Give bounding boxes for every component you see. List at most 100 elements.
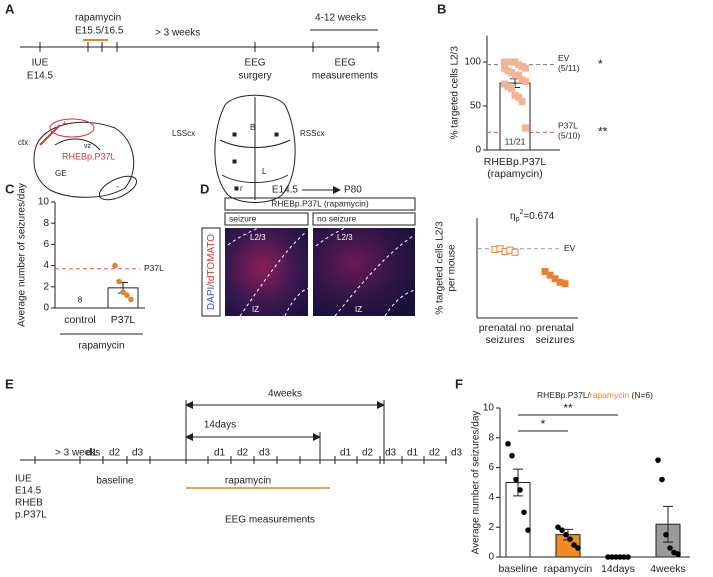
label: RHEBp.P37L (rapamycin) (271, 198, 369, 208)
y-tick-label: 0 (43, 303, 49, 314)
significance: * (598, 57, 603, 71)
reference-label: EV (558, 53, 570, 63)
label: GE (55, 169, 67, 178)
data-point (116, 278, 122, 285)
x-tick-label-box: control (64, 314, 96, 326)
label: L2/3 (337, 233, 353, 242)
label: IUE (15, 474, 32, 485)
y-axis-label: per mouse (447, 244, 458, 292)
data-point (546, 271, 554, 279)
label: no seizure (317, 213, 356, 223)
reference-label: P37L (144, 263, 164, 273)
label: 4-12 weeks (315, 13, 366, 24)
panel-letter: B (437, 1, 446, 16)
panel-letter: C (5, 181, 15, 196)
day-label: d1 (407, 448, 419, 459)
y-axis-label: % targeted cells L2/3 (450, 46, 461, 140)
y-tick-label: 4 (43, 260, 49, 271)
label: measurements (312, 71, 378, 82)
annotation-part: p (516, 216, 520, 223)
significance: * (541, 417, 546, 431)
timeline (20, 42, 380, 52)
label: 4weeks (268, 389, 302, 400)
data-point (112, 262, 118, 269)
data-point (605, 554, 611, 560)
data-point (522, 64, 529, 72)
label: EEG measurements (225, 515, 315, 526)
svg-text:-: - (116, 181, 119, 191)
x-tick-label: control (64, 314, 96, 326)
panel-a: A rapamycin E15.5/16.5 > 3 weeks 4-12 we… (5, 1, 380, 203)
label: > 3 weeks (155, 28, 200, 39)
x-tick-label-box: RHEBp.P37L (rapamycin) (484, 156, 546, 180)
layer-borders (227, 227, 416, 317)
panel-letter: A (5, 1, 15, 16)
data-point (120, 289, 126, 295)
data-point (124, 292, 130, 299)
label: surgery (238, 71, 271, 82)
label: E14.5 (15, 486, 42, 497)
day-label: d3 (132, 448, 144, 459)
label: baseline (96, 476, 134, 487)
label: RHEB (15, 498, 43, 509)
label: L (262, 167, 267, 176)
group-label: rapamycin (78, 341, 124, 352)
bar-label: 11/21 (505, 136, 526, 146)
x-tick-label-box: prenatal seizures (535, 322, 574, 346)
day-label: d3 (259, 448, 271, 459)
day-label: d2 (109, 448, 121, 459)
y-tick-label: 2 (488, 522, 494, 533)
label: RHEBp.P37L (62, 151, 116, 161)
y-tick-label: 50 (470, 101, 482, 112)
reference-count: (5/10) (558, 131, 580, 141)
data-point (567, 536, 573, 542)
data-point (659, 476, 665, 483)
label: L2/3 (250, 233, 266, 242)
panel-letter: F (455, 376, 463, 391)
label: vz (84, 143, 92, 150)
label: DAPI/ (206, 284, 217, 310)
data-point (521, 509, 527, 516)
title-part: rapamycin (590, 390, 629, 400)
day-label: d2 (237, 448, 249, 459)
data-point (621, 554, 627, 560)
label: B (250, 123, 255, 132)
label: 14days (204, 420, 236, 431)
annotation: ηp2=0.674 (510, 209, 555, 223)
title-part: (N=6) (629, 390, 653, 400)
label: E14.5 (272, 185, 299, 196)
box (201, 227, 221, 317)
data-point (561, 280, 569, 288)
label: ctx (18, 138, 28, 147)
annotation-part: =0.674 (523, 211, 554, 222)
day-label: d1 (340, 448, 352, 459)
x-tick-label: baseline (498, 563, 538, 575)
box (312, 212, 416, 226)
x-tick-label-box: P37L (111, 314, 136, 326)
panel-letter: E (5, 376, 14, 391)
day-label: d3 (385, 448, 397, 459)
x-tick-label: rapamycin (543, 563, 593, 575)
day-label: d3 (451, 448, 463, 459)
title-part: RHEBp.P37L/ (537, 390, 591, 400)
label: seizure (229, 213, 257, 223)
data-point (518, 98, 526, 106)
data-point (509, 452, 515, 459)
day-label: d1 (214, 448, 226, 459)
y-axis-label: Average number of seizures/day (471, 411, 482, 555)
label: tdTOMATO (206, 234, 217, 284)
data-point (617, 554, 623, 560)
y-tick-label: 100 (464, 57, 481, 68)
data-point (525, 527, 531, 533)
x-tick-label-box: baseline (498, 563, 538, 575)
label: IUE (32, 58, 49, 69)
label: RSScx (300, 129, 324, 138)
y-axis-label: Average number of seizures/day (17, 183, 28, 327)
svg-text:+: + (62, 118, 67, 128)
panel-e: E 4weeks 14days > 3 weeks baseline rapam… (5, 376, 447, 526)
data-point (625, 554, 631, 560)
data-point (575, 545, 581, 551)
label: IZ (252, 305, 259, 314)
data-point (522, 77, 529, 85)
data-point (571, 542, 577, 548)
